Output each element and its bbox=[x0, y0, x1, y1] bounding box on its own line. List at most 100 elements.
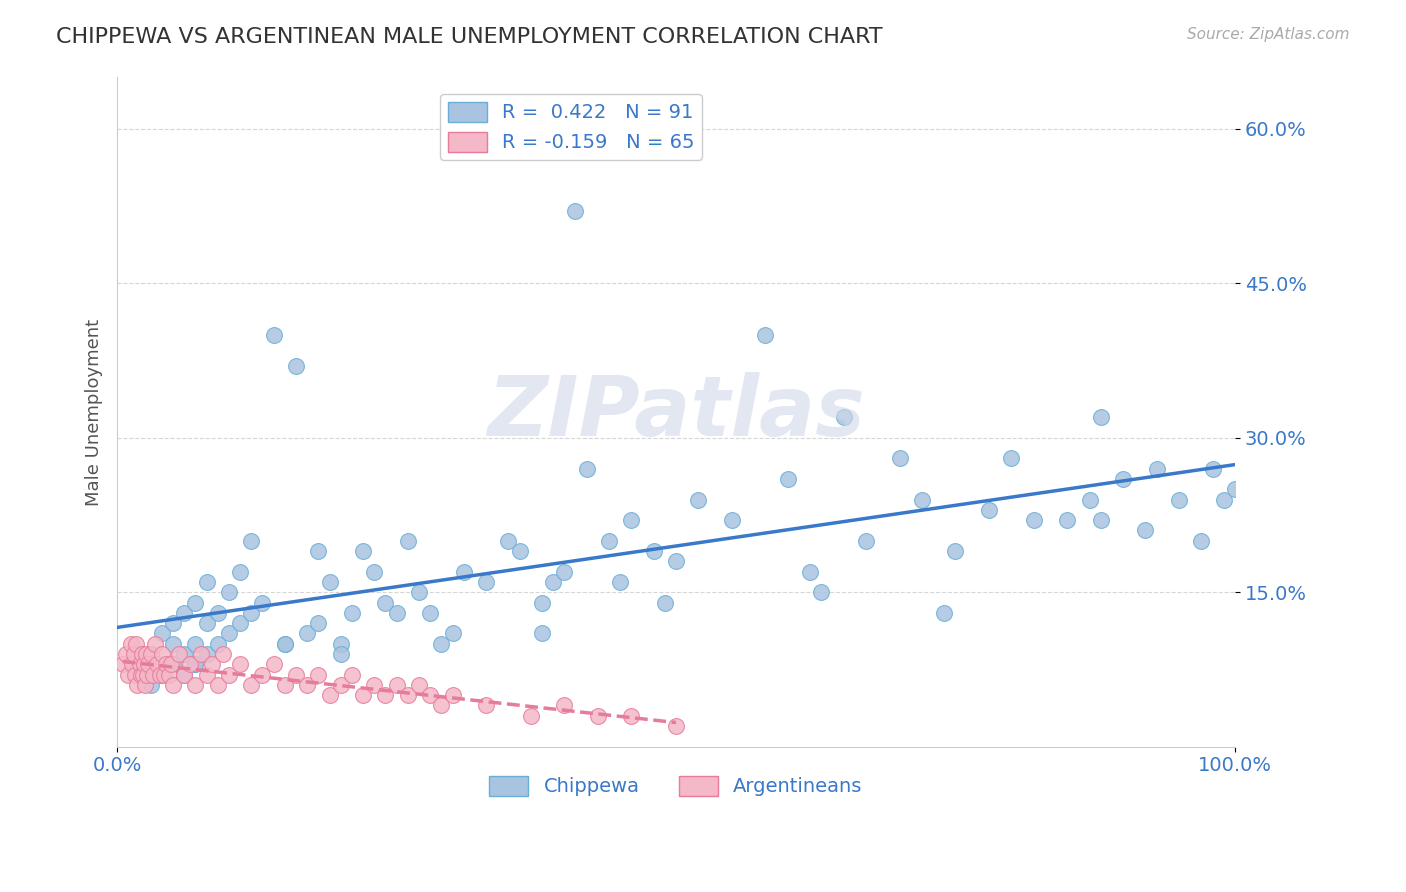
Point bbox=[173, 667, 195, 681]
Point bbox=[519, 708, 541, 723]
Point bbox=[1090, 513, 1112, 527]
Point bbox=[1112, 472, 1135, 486]
Point bbox=[184, 678, 207, 692]
Point bbox=[419, 606, 441, 620]
Point bbox=[150, 667, 173, 681]
Point bbox=[441, 688, 464, 702]
Point bbox=[218, 667, 240, 681]
Point bbox=[586, 708, 609, 723]
Point bbox=[139, 678, 162, 692]
Point bbox=[1201, 461, 1223, 475]
Point bbox=[157, 667, 180, 681]
Point bbox=[889, 451, 911, 466]
Point bbox=[162, 616, 184, 631]
Point bbox=[776, 472, 799, 486]
Point bbox=[307, 544, 329, 558]
Y-axis label: Male Unemployment: Male Unemployment bbox=[86, 318, 103, 506]
Point bbox=[274, 637, 297, 651]
Point bbox=[274, 637, 297, 651]
Point bbox=[1000, 451, 1022, 466]
Point bbox=[374, 688, 396, 702]
Point bbox=[307, 616, 329, 631]
Point bbox=[129, 667, 152, 681]
Point bbox=[229, 657, 252, 672]
Point bbox=[509, 544, 531, 558]
Point bbox=[160, 657, 183, 672]
Point bbox=[318, 574, 340, 589]
Point bbox=[1146, 461, 1168, 475]
Point bbox=[122, 647, 145, 661]
Point bbox=[430, 637, 453, 651]
Point bbox=[453, 565, 475, 579]
Point bbox=[352, 688, 374, 702]
Point bbox=[207, 678, 229, 692]
Point bbox=[274, 678, 297, 692]
Point bbox=[240, 533, 263, 548]
Point bbox=[855, 533, 877, 548]
Point bbox=[307, 667, 329, 681]
Point bbox=[385, 606, 408, 620]
Point bbox=[139, 647, 162, 661]
Point bbox=[263, 327, 285, 342]
Point bbox=[385, 678, 408, 692]
Point bbox=[143, 637, 166, 651]
Point bbox=[408, 585, 430, 599]
Point bbox=[285, 667, 308, 681]
Point bbox=[229, 565, 252, 579]
Point bbox=[754, 327, 776, 342]
Point bbox=[117, 667, 139, 681]
Point bbox=[229, 616, 252, 631]
Point bbox=[162, 678, 184, 692]
Point bbox=[195, 616, 218, 631]
Point bbox=[128, 657, 150, 672]
Point bbox=[201, 657, 224, 672]
Point bbox=[430, 698, 453, 713]
Point bbox=[190, 647, 212, 661]
Point bbox=[1168, 492, 1191, 507]
Point bbox=[530, 626, 553, 640]
Point bbox=[363, 565, 385, 579]
Point bbox=[179, 657, 201, 672]
Point bbox=[419, 688, 441, 702]
Point bbox=[173, 606, 195, 620]
Point bbox=[252, 667, 274, 681]
Point bbox=[340, 606, 363, 620]
Point bbox=[295, 678, 318, 692]
Point bbox=[1135, 524, 1157, 538]
Point bbox=[408, 678, 430, 692]
Point bbox=[363, 678, 385, 692]
Point bbox=[688, 492, 710, 507]
Point bbox=[340, 667, 363, 681]
Point bbox=[120, 637, 142, 651]
Point bbox=[167, 647, 190, 661]
Point bbox=[184, 637, 207, 651]
Point bbox=[609, 574, 631, 589]
Point bbox=[240, 678, 263, 692]
Point bbox=[329, 647, 352, 661]
Point bbox=[553, 565, 575, 579]
Point bbox=[832, 410, 855, 425]
Point bbox=[127, 678, 149, 692]
Text: ZIPatlas: ZIPatlas bbox=[486, 372, 865, 452]
Point bbox=[173, 667, 195, 681]
Point bbox=[396, 533, 419, 548]
Point bbox=[620, 708, 643, 723]
Point bbox=[329, 637, 352, 651]
Point bbox=[665, 719, 688, 733]
Point bbox=[252, 595, 274, 609]
Point bbox=[155, 657, 177, 672]
Point bbox=[153, 667, 176, 681]
Point bbox=[285, 359, 308, 373]
Point bbox=[553, 698, 575, 713]
Point bbox=[128, 657, 150, 672]
Point bbox=[195, 667, 218, 681]
Point bbox=[564, 204, 586, 219]
Point bbox=[240, 606, 263, 620]
Point bbox=[530, 595, 553, 609]
Point bbox=[721, 513, 744, 527]
Point bbox=[162, 637, 184, 651]
Point bbox=[329, 678, 352, 692]
Point bbox=[131, 647, 153, 661]
Legend: Chippewa, Argentineans: Chippewa, Argentineans bbox=[482, 768, 870, 804]
Point bbox=[1056, 513, 1078, 527]
